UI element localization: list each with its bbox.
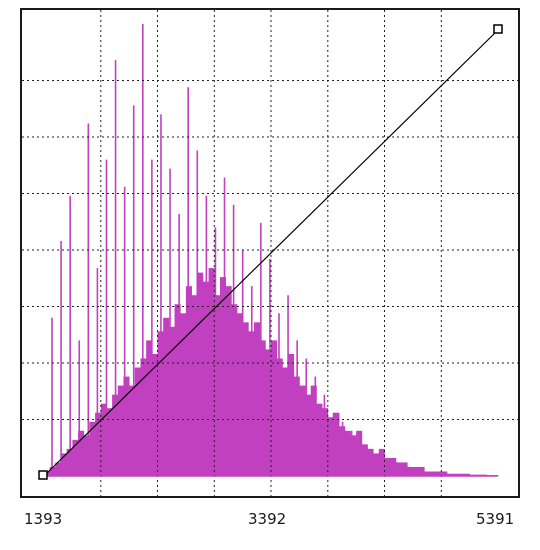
histogram-bar xyxy=(412,466,419,476)
histogram-bar xyxy=(55,462,62,476)
histogram-bar xyxy=(407,466,414,476)
histogram-bar xyxy=(299,385,306,476)
histogram-bar xyxy=(361,444,368,476)
histogram-bar xyxy=(225,286,232,476)
curve-handle-left[interactable] xyxy=(38,470,48,480)
histogram-bar xyxy=(373,453,380,476)
histogram-bar xyxy=(174,304,181,476)
histogram-bar xyxy=(208,268,215,476)
histogram-bar xyxy=(458,473,465,476)
histogram-bar xyxy=(123,376,130,476)
histogram-bar xyxy=(197,272,204,476)
histogram-bar xyxy=(271,340,278,476)
histogram-bar xyxy=(61,453,68,476)
histogram-bar xyxy=(418,466,425,476)
histogram-bar xyxy=(305,394,312,476)
curve-handle-right[interactable] xyxy=(493,24,503,34)
histogram-bar xyxy=(344,430,351,476)
histogram-bar xyxy=(390,457,397,476)
histogram-bar xyxy=(129,385,136,476)
histogram-bar xyxy=(463,473,471,476)
histogram-bar xyxy=(265,349,272,476)
histogram-bar xyxy=(424,471,431,476)
histogram-bar xyxy=(253,322,261,476)
histogram-plot[interactable] xyxy=(22,10,518,496)
histogram-bar xyxy=(106,408,113,476)
histogram-bar xyxy=(117,385,124,476)
histogram-bar xyxy=(282,367,289,476)
histogram-bar xyxy=(327,417,334,476)
grid-lines xyxy=(22,10,518,496)
histogram-bar xyxy=(72,439,79,476)
histogram-bar xyxy=(259,340,266,476)
histogram-bar xyxy=(163,317,170,476)
histogram-frame xyxy=(20,8,520,498)
histogram-bar xyxy=(100,403,107,476)
histogram-bar xyxy=(288,353,295,476)
histogram-bar xyxy=(356,430,363,476)
histogram-bar xyxy=(242,322,249,476)
x-max-label: 5391 xyxy=(476,510,515,528)
histogram-bar xyxy=(452,473,459,476)
histogram-bar xyxy=(134,367,141,476)
histogram-bar xyxy=(89,421,96,476)
histogram-bar xyxy=(214,295,221,476)
histogram-bar xyxy=(435,471,442,476)
histogram-bar xyxy=(441,471,448,476)
histogram-bar xyxy=(151,353,158,476)
histogram-bar xyxy=(316,403,323,476)
histogram-bar xyxy=(83,435,90,476)
histogram-bar xyxy=(395,462,402,476)
histogram-bar xyxy=(333,412,340,476)
histogram-bar xyxy=(219,277,226,476)
histogram-bar xyxy=(146,340,153,476)
transfer-curve-line[interactable] xyxy=(43,29,499,477)
x-mid-label: 3392 xyxy=(248,510,287,528)
histogram-bar xyxy=(350,435,357,476)
histogram-bar xyxy=(191,295,198,476)
histogram-bar xyxy=(310,385,317,476)
histogram-bar xyxy=(78,430,85,476)
histogram-bar xyxy=(446,473,454,476)
histogram-bar xyxy=(236,313,244,476)
histogram-bar xyxy=(180,313,187,476)
histogram-bar xyxy=(378,448,385,476)
histogram-bar xyxy=(168,326,175,476)
histogram-bar xyxy=(429,471,436,476)
x-min-label: 1393 xyxy=(24,510,63,528)
histogram-bar xyxy=(401,462,408,476)
histogram-bars xyxy=(44,268,499,476)
